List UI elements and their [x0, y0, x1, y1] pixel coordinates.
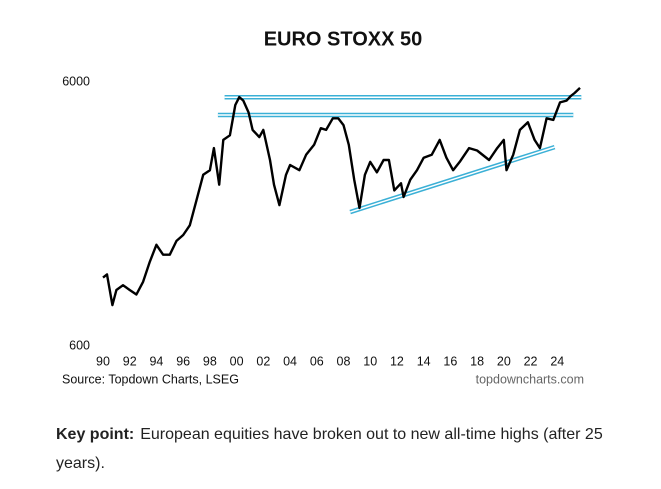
x-tick-label: 06 [310, 354, 324, 368]
x-tick-label: 24 [550, 354, 564, 368]
source: Source: Topdown Charts, LSEG [62, 372, 239, 386]
chart-title: EURO STOXX 50 [264, 28, 423, 50]
x-tick-label: 20 [497, 354, 511, 368]
caption-label: Key point: [56, 426, 135, 443]
caption: Key point: European equities have broken … [56, 420, 616, 478]
caption-text: European equities have broken out to new… [56, 426, 603, 472]
x-tick-label: 14 [417, 354, 431, 368]
x-tick-label: 12 [390, 354, 404, 368]
x-tick-label: 96 [176, 354, 190, 368]
x-tick-label: 98 [203, 354, 217, 368]
x-tick-label: 22 [524, 354, 538, 368]
x-tick-label: 02 [256, 354, 270, 368]
x-tick-label: 04 [283, 354, 297, 368]
x-tick-label: 92 [123, 354, 137, 368]
index-line [102, 87, 581, 307]
x-tick-label: 08 [337, 354, 351, 368]
x-tick-label: 18 [470, 354, 484, 368]
x-tick-label: 00 [230, 354, 244, 368]
chart: EURO STOXX 50 Source: Topdown Charts, LS… [62, 28, 584, 386]
y-tick-label: 600 [69, 338, 90, 352]
trendline-inner [349, 146, 555, 213]
watermark: topdowncharts.com [476, 372, 584, 386]
x-tick-label: 10 [363, 354, 377, 368]
x-tick-label: 16 [443, 354, 457, 368]
x-tick-label: 90 [96, 354, 110, 368]
y-tick-label: 6000 [62, 74, 90, 88]
x-tick-label: 94 [149, 354, 163, 368]
